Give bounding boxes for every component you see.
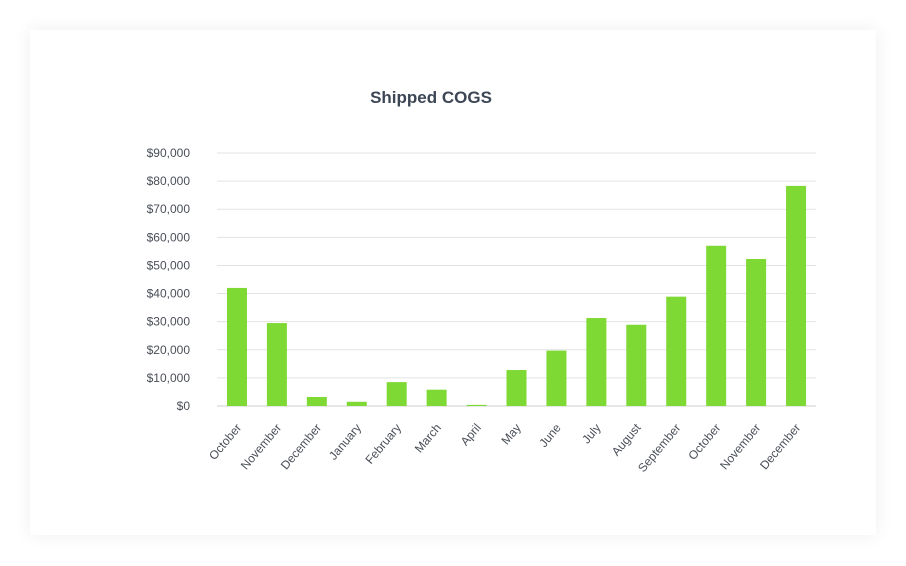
- bar[interactable]: [626, 324, 647, 406]
- y-tick-label: $30,000: [147, 315, 191, 329]
- y-tick-label: $60,000: [147, 230, 191, 244]
- y-tick-label: $40,000: [147, 287, 191, 301]
- bar[interactable]: [386, 382, 407, 406]
- x-tick-label: January: [326, 421, 364, 463]
- x-tick-label: December: [757, 421, 803, 472]
- y-axis-ticks: $0 $10,000 $20,000 $30,000 $40,000 $50,000 $60…: [147, 146, 191, 413]
- y-tick-label: $20,000: [147, 343, 191, 357]
- x-tick-label: November: [238, 421, 284, 472]
- x-tick-label: November: [717, 421, 763, 472]
- x-tick-label: October: [206, 421, 244, 463]
- x-tick-label: February: [362, 421, 404, 467]
- y-tick-label: $90,000: [147, 146, 191, 160]
- y-tick-label: $70,000: [147, 202, 191, 216]
- x-tick-label: May: [499, 421, 524, 447]
- bar[interactable]: [746, 258, 767, 406]
- x-tick-label: July: [579, 421, 603, 446]
- bar[interactable]: [306, 397, 327, 406]
- y-tick-label: $0: [177, 399, 191, 413]
- bar[interactable]: [546, 350, 567, 406]
- bar[interactable]: [706, 245, 727, 406]
- bar[interactable]: [666, 296, 687, 406]
- bar[interactable]: [786, 185, 807, 406]
- x-tick-label: June: [536, 421, 564, 450]
- bar[interactable]: [506, 370, 527, 406]
- bar[interactable]: [586, 318, 607, 406]
- y-tick-label: $50,000: [147, 258, 191, 272]
- bar[interactable]: [226, 287, 247, 406]
- y-tick-label: $10,000: [147, 371, 191, 385]
- x-tick-label: August: [609, 420, 644, 458]
- y-tick-label: $80,000: [147, 174, 191, 188]
- bar[interactable]: [346, 401, 367, 406]
- chart-card: Shipped COGS $0 $10,000 $20,000 $30,000 $40,…: [30, 30, 876, 535]
- bar[interactable]: [466, 404, 487, 406]
- x-tick-label: October: [685, 421, 723, 463]
- chart-title: Shipped COGS: [370, 88, 492, 107]
- bar[interactable]: [426, 389, 447, 406]
- bar[interactable]: [266, 323, 287, 406]
- x-tick-label: December: [278, 421, 324, 472]
- bar-chart: $0 $10,000 $20,000 $30,000 $40,000 $50,000 $60…: [147, 146, 816, 475]
- x-tick-label: April: [458, 421, 484, 448]
- bars: [226, 185, 807, 406]
- x-tick-label: March: [412, 421, 444, 456]
